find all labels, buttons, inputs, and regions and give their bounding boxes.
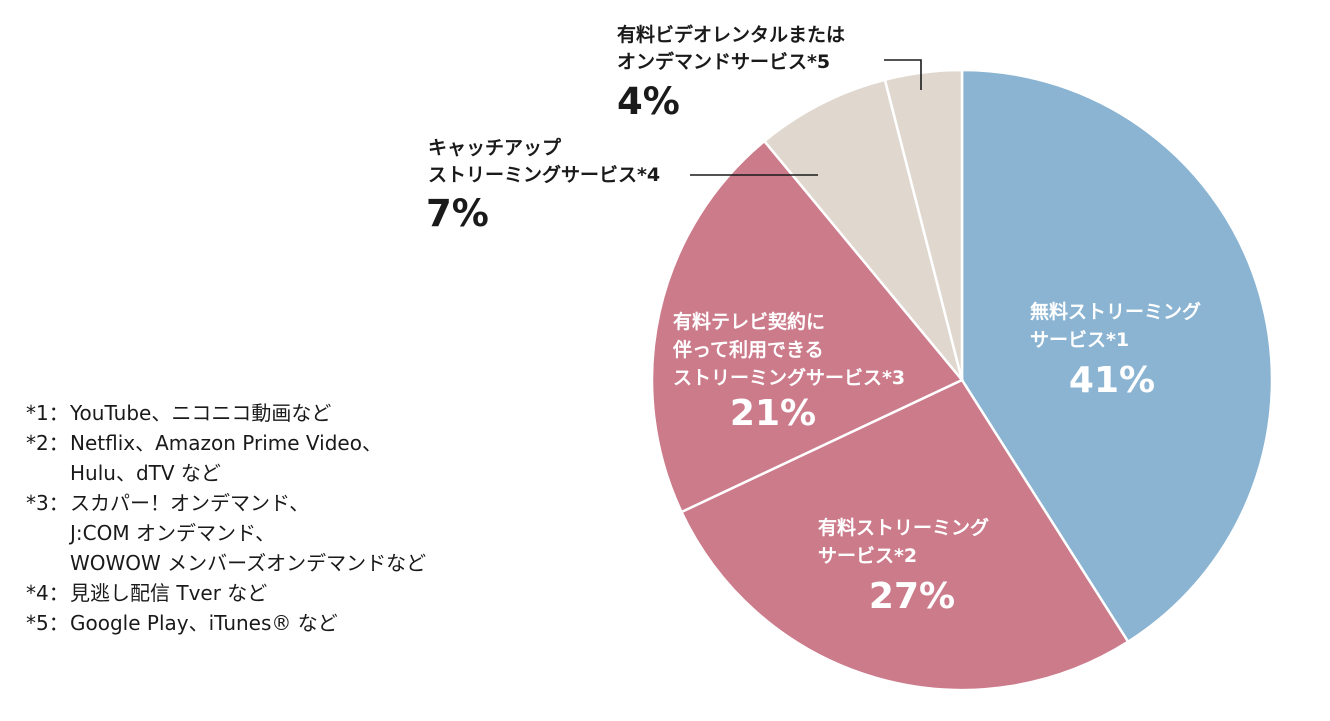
note-text: Google Play、iTunes® など (70, 611, 338, 635)
slice-label: 伴って利用できる (672, 338, 824, 361)
slice-label: サービス*2 (818, 545, 917, 567)
slice-label: 有料テレビ契約に (673, 310, 825, 333)
slice-free-streaming (960, 68, 1274, 644)
note-key: *2： (26, 431, 69, 455)
slice-catchup (762, 78, 964, 381)
note-text: スカパー！オンデマンド、 (70, 491, 310, 515)
note-key: *4： (26, 581, 69, 605)
note-text: 見逃し配信 Tver など (70, 581, 268, 605)
slice-value-label: 21% (730, 393, 816, 434)
pct-catchup: 7% (426, 192, 489, 235)
pct-rental: 4% (617, 80, 680, 123)
slice-label: ストリーミングサービス*3 (673, 366, 905, 389)
note-text: Hulu、dTV など (70, 461, 221, 485)
note-text: YouTube、ニコニコ動画など (70, 401, 332, 425)
leader-line-rental (884, 59, 922, 90)
label-rental: 有料ビデオレンタルまたは オンデマンドサービス*5 (617, 24, 846, 73)
note-2: *2： Netflix、Amazon Prime Video、 Hulu、dTV… (26, 428, 426, 488)
note-text: Netflix、Amazon Prime Video、 (70, 431, 382, 455)
slice-label: 無料ストリーミング (1030, 300, 1201, 323)
slice-value-label: 27% (869, 576, 955, 617)
note-text: WOWOW メンバーズオンデマンドなど (70, 551, 427, 575)
note-1: *1： YouTube、ニコニコ動画など (26, 398, 426, 428)
note-3: *3： スカパー！オンデマンド、 J:COM オンデマンド、 WOWOW メンバ… (26, 488, 426, 578)
note-text: J:COM オンデマンド、 (70, 521, 276, 545)
note-key: *5： (26, 611, 69, 635)
note-5: *5： Google Play、iTunes® など (26, 608, 426, 638)
footnotes: *1： YouTube、ニコニコ動画など *2： Netflix、Amazon … (26, 398, 426, 638)
slice-paid-streaming (679, 378, 1130, 692)
note-key: *3： (26, 491, 69, 515)
label-catchup: キャッチアップ ストリーミングサービス*4 (428, 137, 661, 186)
note-4: *4： 見逃し配信 Tver など (26, 578, 426, 608)
slice-label: サービス*1 (1030, 329, 1129, 351)
slice-value-label: 41% (1069, 360, 1155, 401)
slice-rental (883, 68, 964, 381)
note-key: *1： (26, 401, 69, 425)
slice-label: 有料ストリーミング (818, 516, 989, 539)
